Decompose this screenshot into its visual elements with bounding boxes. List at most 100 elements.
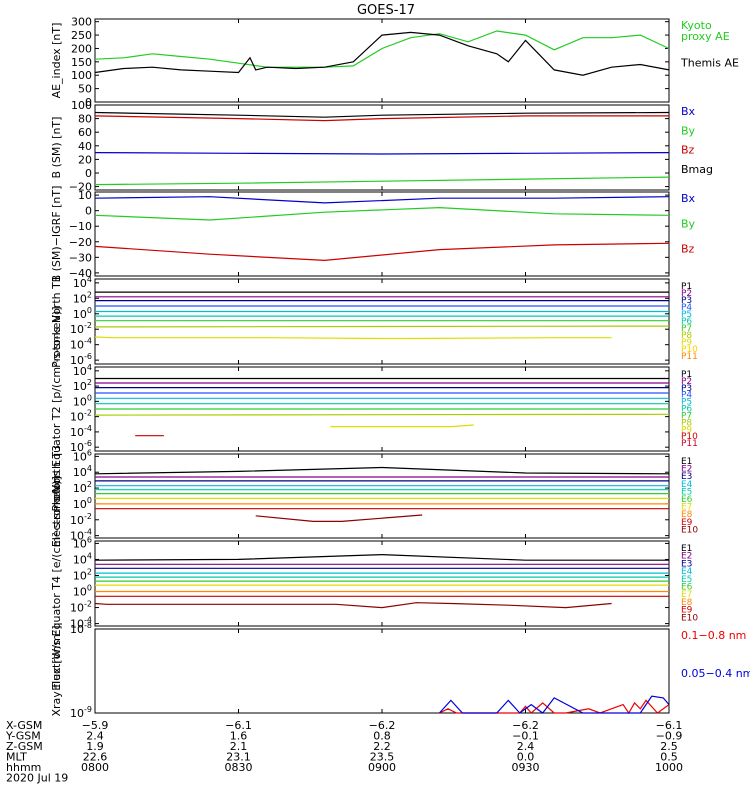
legend-label: proxy AE xyxy=(681,30,730,43)
legend-label: E2 xyxy=(681,465,692,475)
footer-value: 0930 xyxy=(512,761,540,774)
legend-label: Bx xyxy=(681,105,696,118)
panel-frame xyxy=(94,191,670,277)
legend-label: P9 xyxy=(681,338,692,348)
footer-row-label: Y-GSM xyxy=(5,730,41,743)
y-tick-label: 80 xyxy=(78,113,92,126)
y-tick-label: 40 xyxy=(78,140,92,153)
legend-label: Bz xyxy=(681,144,695,157)
legend-label: P10 xyxy=(681,345,698,355)
legend-label: Bz xyxy=(681,243,695,256)
y-axis-label: Electrons North T3 xyxy=(50,445,63,547)
legend-label: P8 xyxy=(681,418,692,428)
legend-label: E4 xyxy=(681,480,693,490)
footer-value: 1000 xyxy=(655,761,683,774)
series-line-by xyxy=(94,176,670,186)
legend-label: P4 xyxy=(681,303,692,313)
y-tick-label: 300 xyxy=(71,16,92,29)
legend-label: P6 xyxy=(681,405,692,415)
footer-value: 0.8 xyxy=(373,730,391,743)
legend-label: E4 xyxy=(681,567,693,577)
footer-value: 2.2 xyxy=(373,740,391,753)
series-line-p9 xyxy=(330,424,474,428)
legend-label: E6 xyxy=(681,583,693,593)
legend-label: P7 xyxy=(681,411,692,421)
y-axis-label: Protons Equator T2 [p/(cm²-s-sr-keV)] xyxy=(50,306,63,511)
y-axis-label: B (SM)−IGRF [nT] xyxy=(50,186,63,283)
y-tick-label: 10-4 xyxy=(70,337,92,352)
footer-value: −6.2 xyxy=(512,719,539,732)
series-line-0-05-0-4-nm xyxy=(438,695,670,714)
legend-label: E7 xyxy=(681,590,692,600)
y-tick-label: 20 xyxy=(78,153,92,166)
y-tick-label: 0 xyxy=(85,96,92,109)
legend-label: E8 xyxy=(681,598,693,608)
series-line-p8 xyxy=(94,413,670,416)
legend-label: By xyxy=(681,217,696,230)
legend-label: P5 xyxy=(681,398,692,408)
series-line-p8 xyxy=(94,325,670,328)
y-tick-label: 104 xyxy=(73,363,92,378)
legend-label: E6 xyxy=(681,495,693,505)
y-axis-label: Electrons Equator T4 [e/(cm²-s-sr-keV)] xyxy=(50,476,63,691)
chart-title: GOES-17 xyxy=(357,3,415,18)
series-line-bz xyxy=(94,115,669,122)
series-line-e10 xyxy=(94,602,612,609)
y-tick-label: −30 xyxy=(69,251,92,264)
y-tick-label: 100 xyxy=(73,393,92,408)
y-tick-label: 250 xyxy=(71,29,92,42)
footer-row-label: hhmm xyxy=(6,761,41,774)
footer-row-label: MLT xyxy=(6,751,27,764)
legend-label: Themis AE xyxy=(680,57,739,70)
footer-value: 1.9 xyxy=(86,740,104,753)
y-tick-label: 102 xyxy=(73,567,92,582)
legend-label: E7 xyxy=(681,503,692,513)
footer-value: 0830 xyxy=(225,761,253,774)
panel-8: 10-8 10-9 Xray flux [W/m²] 0.1−0.8 nm 0.05−0… xyxy=(50,621,750,720)
y-tick-label: −20 xyxy=(69,181,92,194)
footer-value: 2.4 xyxy=(86,730,104,743)
y-tick-label: 150 xyxy=(71,56,92,69)
footer-value: 2.5 xyxy=(660,740,678,753)
legend-label: E1 xyxy=(681,544,692,554)
legend-label: E3 xyxy=(681,559,692,569)
legend-label: E9 xyxy=(681,606,693,616)
footer-value: 0.5 xyxy=(660,751,678,764)
series-line-bx xyxy=(94,196,670,204)
footer-value: −6.1 xyxy=(656,719,683,732)
series-line-kyoto-proxy-ae xyxy=(94,30,670,68)
y-tick-label: 104 xyxy=(73,551,92,566)
y-tick-label: −20 xyxy=(69,236,92,249)
series-line-bz xyxy=(94,242,670,262)
y-axis-label: AE_index [nT] xyxy=(50,23,63,99)
legend-label: E5 xyxy=(681,487,692,497)
legend-label: By xyxy=(681,124,696,137)
legend-label: P2 xyxy=(681,289,692,299)
footer-value: 2.1 xyxy=(230,740,248,753)
footer-value: −0.1 xyxy=(512,730,539,743)
panel-frame xyxy=(94,453,670,539)
footer-row-label: 2020 Jul 19 xyxy=(6,772,68,785)
legend-label: E8 xyxy=(681,510,693,520)
y-tick-label: 10-2 xyxy=(70,512,92,527)
footer-value: 2.4 xyxy=(517,740,535,753)
y-tick-label: 100 xyxy=(71,99,92,112)
y-tick-label: 100 xyxy=(73,584,92,599)
y-tick-label: −40 xyxy=(69,267,92,280)
legend-label: P11 xyxy=(681,352,698,362)
legend-label: P8 xyxy=(681,331,692,341)
series-line-p9 xyxy=(94,336,612,340)
y-tick-label: 0 xyxy=(85,205,92,218)
legend-label: E10 xyxy=(681,613,698,623)
y-tick-label: 200 xyxy=(71,42,92,55)
footer-value: 23.5 xyxy=(370,751,395,764)
y-tick-label: 10-4 xyxy=(70,424,92,439)
footer-value: 0.0 xyxy=(517,751,535,764)
series-line-e10 xyxy=(255,514,423,522)
y-axis-label: B (SM) [nT] xyxy=(50,117,63,179)
y-tick-label: 10-8 xyxy=(70,621,92,636)
